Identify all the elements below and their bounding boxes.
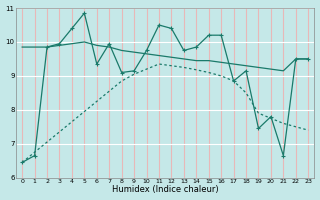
X-axis label: Humidex (Indice chaleur): Humidex (Indice chaleur) [112, 185, 219, 194]
